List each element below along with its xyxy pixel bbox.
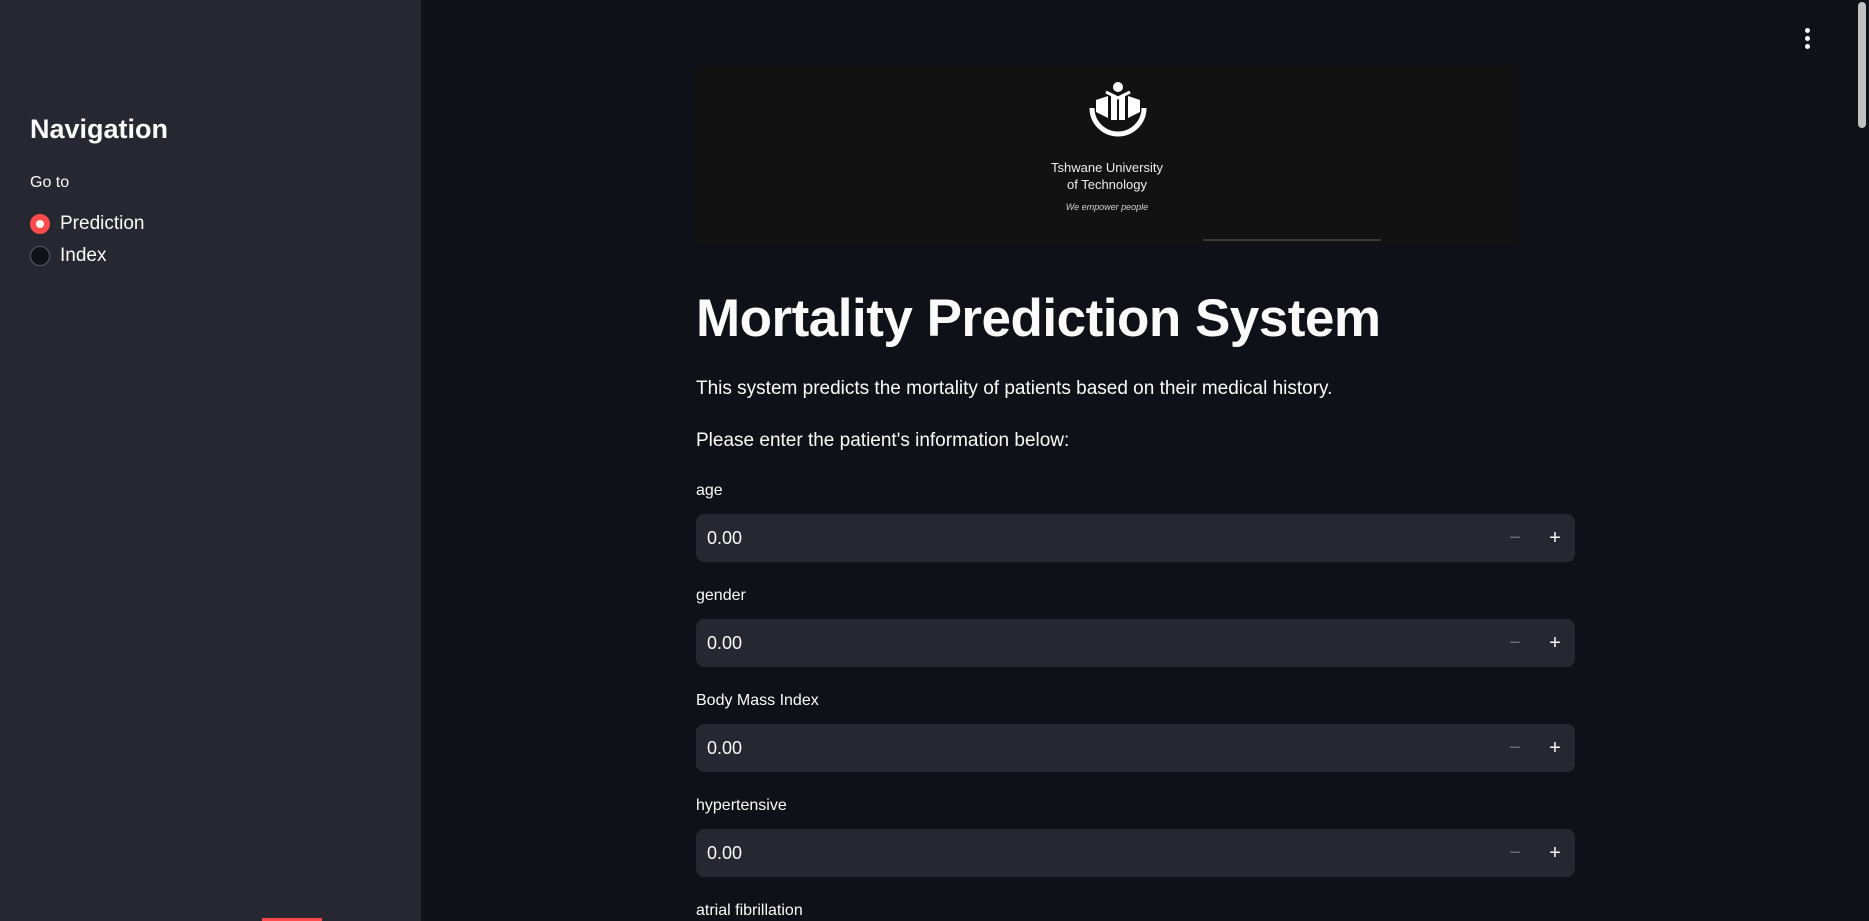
status-indicator [262,918,322,921]
gender-stepper: − + [1495,619,1575,667]
kebab-menu-icon [1804,27,1810,33]
radio-group-label: Go to [30,174,70,191]
age-decrement-button[interactable]: − [1509,526,1521,549]
atrial-fibrillation-label: atrial fibrillation [696,902,803,919]
hypertensive-decrement-button[interactable]: − [1509,841,1521,864]
logo-tagline: We empower people [1065,202,1149,212]
sidebar: Navigation Go to Prediction Index [0,0,421,921]
bmi-increment-button[interactable]: + [1549,736,1561,759]
radio-label-index: Index [60,245,107,266]
hypertensive-label: hypertensive [696,797,787,814]
main-content: Tshwane University of Technology We empo… [421,0,1855,921]
hypertensive-input-value[interactable]: 0.00 [707,842,743,863]
age-input-value[interactable]: 0.00 [707,527,743,548]
banner-divider [1203,239,1381,241]
bmi-label: Body Mass Index [696,692,819,709]
main-menu-button[interactable] [1795,24,1819,52]
bmi-stepper: − + [1495,724,1575,772]
age-number-input: 0.00 − + [696,514,1575,562]
logo-wordmark-line1: Tshwane University [1051,160,1163,175]
gender-increment-button[interactable]: + [1549,631,1561,654]
gender-input-value[interactable]: 0.00 [707,632,743,653]
page-instruction: Please enter the patient's information b… [696,430,1070,451]
page-title: Mortality Prediction System [696,289,1381,348]
hypertensive-stepper: − + [1495,829,1575,877]
radio-option-prediction[interactable]: Prediction [30,208,145,240]
radio-dot-icon [36,220,44,228]
radio-label-prediction: Prediction [60,213,145,234]
university-banner-image: Tshwane University of Technology We empo… [696,66,1518,243]
page-scrollbar[interactable] [1855,0,1869,921]
banner-inner: Tshwane University of Technology We empo… [696,66,1518,243]
gender-number-input: 0.00 − + [696,619,1575,667]
gender-decrement-button[interactable]: − [1509,631,1521,654]
kebab-menu-icon [1804,43,1810,49]
bmi-number-input: 0.00 − + [696,724,1575,772]
hypertensive-number-input: 0.00 − + [696,829,1575,877]
age-label: age [696,482,723,499]
sidebar-title: Navigation [30,114,169,144]
kebab-menu-icon [1804,35,1810,41]
navigation-radio-group: Prediction Index [30,208,145,272]
age-stepper: − + [1495,514,1575,562]
bmi-decrement-button[interactable]: − [1509,736,1521,759]
bmi-input-value[interactable]: 0.00 [707,737,743,758]
radio-unselected-icon[interactable] [30,246,50,266]
logo-wordmark-line2: of Technology [1067,177,1147,192]
age-increment-button[interactable]: + [1549,526,1561,549]
radio-selected-icon[interactable] [30,214,50,234]
page-description: This system predicts the mortality of pa… [696,378,1333,399]
gender-label: gender [696,587,746,604]
hypertensive-increment-button[interactable]: + [1549,841,1561,864]
radio-option-index[interactable]: Index [30,240,145,272]
university-logo-icon [1089,82,1147,137]
scrollbar-thumb[interactable] [1858,2,1866,128]
